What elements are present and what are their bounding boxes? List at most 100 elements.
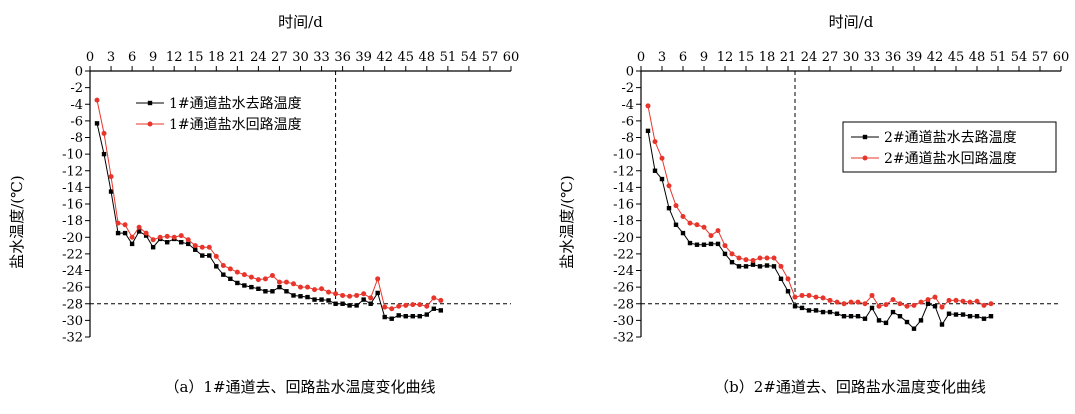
data-point-return <box>283 279 289 285</box>
legend-label: 1#通道盐水回路温度 <box>169 117 302 133</box>
x-tick-label: 3 <box>107 50 115 65</box>
data-point-supply <box>813 308 819 313</box>
x-axis-title: 时间/d <box>278 13 323 31</box>
data-point-supply <box>841 314 847 319</box>
x-tick-label: 48 <box>419 50 436 65</box>
x-tick-label: 42 <box>376 50 393 65</box>
data-point-supply <box>340 301 345 306</box>
y-tick-label: -10 <box>613 148 634 163</box>
data-point-supply <box>890 309 896 315</box>
data-point-supply <box>179 240 184 245</box>
data-point-return <box>757 255 763 261</box>
x-tick-label: 60 <box>1053 50 1070 65</box>
data-point-supply <box>967 314 973 319</box>
data-point-return <box>750 258 756 264</box>
data-point-supply <box>652 168 658 173</box>
y-tick-label: -18 <box>62 214 83 229</box>
data-point-return <box>227 266 233 272</box>
x-tick-label: 3 <box>658 50 666 65</box>
data-point-return <box>834 299 840 305</box>
data-point-supply <box>263 289 268 294</box>
x-tick-label: 30 <box>292 50 309 65</box>
data-point-return <box>967 299 973 305</box>
y-tick-label: -28 <box>62 297 83 312</box>
data-point-return <box>883 302 889 308</box>
data-point-supply <box>193 247 198 252</box>
y-tick-label: -6 <box>621 114 634 129</box>
data-point-supply <box>277 284 282 290</box>
data-point-return <box>925 297 931 303</box>
data-point-supply <box>326 298 331 303</box>
y-tick-label: -22 <box>62 247 83 262</box>
data-point-return <box>862 301 868 307</box>
data-point-supply <box>256 286 261 291</box>
data-point-supply <box>242 283 247 288</box>
data-point-supply <box>424 312 429 317</box>
x-tick-label: 21 <box>780 50 797 65</box>
data-point-supply <box>771 264 777 269</box>
data-point-return <box>778 263 784 269</box>
data-point-return <box>241 272 247 278</box>
data-point-return <box>410 302 416 308</box>
data-point-supply <box>855 314 861 319</box>
data-point-supply <box>115 230 121 236</box>
x-tick-label: 57 <box>1032 50 1049 65</box>
data-point-supply <box>417 314 422 319</box>
data-point-supply <box>876 318 882 323</box>
data-point-supply <box>736 264 742 269</box>
data-point-supply <box>284 289 289 294</box>
data-point-return <box>946 297 952 303</box>
data-point-return <box>981 302 987 308</box>
data-point-supply <box>312 297 317 302</box>
y-tick-label: -32 <box>62 331 83 346</box>
data-point-return <box>974 298 980 304</box>
data-point-supply <box>403 314 408 319</box>
y-tick-label: -16 <box>613 198 634 213</box>
data-point-return <box>333 291 339 297</box>
data-point-return <box>431 295 437 301</box>
data-point-supply <box>659 176 665 182</box>
data-point-return <box>129 234 135 240</box>
y-tick-label: -12 <box>613 164 634 179</box>
x-tick-label: 9 <box>149 50 157 65</box>
x-tick-label: 18 <box>759 50 776 65</box>
data-point-supply <box>94 121 100 126</box>
data-point-supply <box>918 318 924 323</box>
x-tick-label: 51 <box>990 50 1007 65</box>
data-point-return <box>715 228 721 234</box>
x-tick-label: 27 <box>271 50 288 65</box>
y-tick-label: -24 <box>62 264 83 279</box>
y-tick-label: -8 <box>70 131 83 146</box>
data-point-return <box>806 292 812 298</box>
data-point-supply <box>799 305 805 311</box>
data-point-return <box>94 97 100 103</box>
data-point-return <box>939 304 945 310</box>
x-tick-label: 12 <box>166 50 183 65</box>
data-point-return <box>354 292 360 298</box>
data-point-return <box>150 237 156 243</box>
data-point-supply <box>974 314 980 319</box>
data-point-supply <box>953 312 959 317</box>
x-tick-label: 0 <box>86 50 94 65</box>
data-point-supply <box>228 276 233 282</box>
data-point-supply <box>396 313 401 318</box>
data-point-return <box>743 257 749 263</box>
data-point-supply <box>960 312 966 317</box>
data-point-supply <box>897 314 903 319</box>
data-point-return <box>375 276 381 282</box>
data-point-supply <box>932 304 938 309</box>
data-point-return <box>890 297 896 303</box>
y-tick-label: -18 <box>613 214 634 229</box>
data-point-supply <box>207 253 212 258</box>
x-tick-label: 36 <box>334 50 351 65</box>
data-point-return <box>403 302 409 308</box>
data-point-return <box>736 255 742 261</box>
y-tick-label: -26 <box>613 281 634 296</box>
data-point-supply <box>848 314 854 319</box>
legend-swatch-marker <box>862 134 868 140</box>
data-point-supply <box>694 242 700 247</box>
y-tick-label: -16 <box>62 198 83 213</box>
data-point-supply <box>673 222 679 227</box>
x-tick-label: 0 <box>637 50 645 65</box>
